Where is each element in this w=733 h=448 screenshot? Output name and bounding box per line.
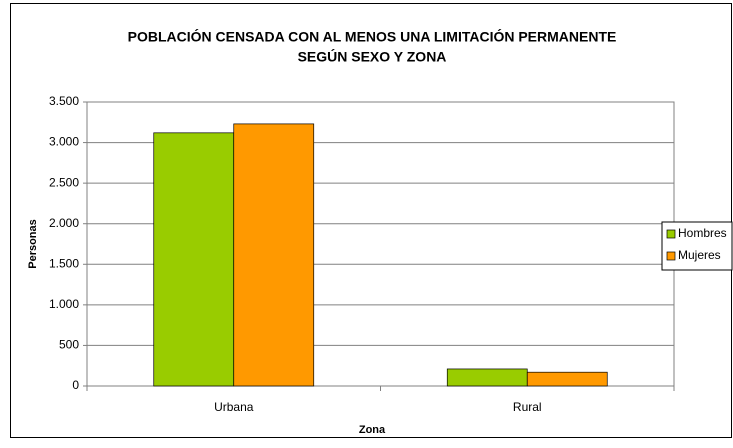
y-tick-label: 0 xyxy=(72,378,79,392)
chart-border xyxy=(10,3,732,438)
bar xyxy=(446,368,528,387)
legend-swatch xyxy=(666,251,676,261)
y-tick-label: 500 xyxy=(59,338,79,352)
chart-title: SEGÚN SEXO Y ZONA xyxy=(298,48,447,65)
bar xyxy=(153,132,235,387)
y-tick-label: 3.500 xyxy=(49,94,79,108)
y-tick-label: 1.000 xyxy=(49,297,79,311)
legend-label: Mujeres xyxy=(678,248,721,262)
bar xyxy=(233,123,315,387)
chart-title: POBLACIÓN CENSADA CON AL MENOS UNA LIMIT… xyxy=(128,28,617,45)
bar xyxy=(526,371,608,387)
y-axis-title: Personas xyxy=(27,219,39,269)
y-tick-label: 3.000 xyxy=(49,135,79,149)
x-tick-label: Rural xyxy=(513,400,542,414)
y-tick-label: 2.000 xyxy=(49,216,79,230)
y-tick-label: 1.500 xyxy=(49,256,79,270)
y-tick-label: 2.500 xyxy=(49,175,79,189)
x-tick-label: Urbana xyxy=(214,400,254,414)
legend-label: Hombres xyxy=(678,226,727,240)
x-axis-title: Zona xyxy=(359,424,386,436)
legend-swatch xyxy=(666,229,676,239)
